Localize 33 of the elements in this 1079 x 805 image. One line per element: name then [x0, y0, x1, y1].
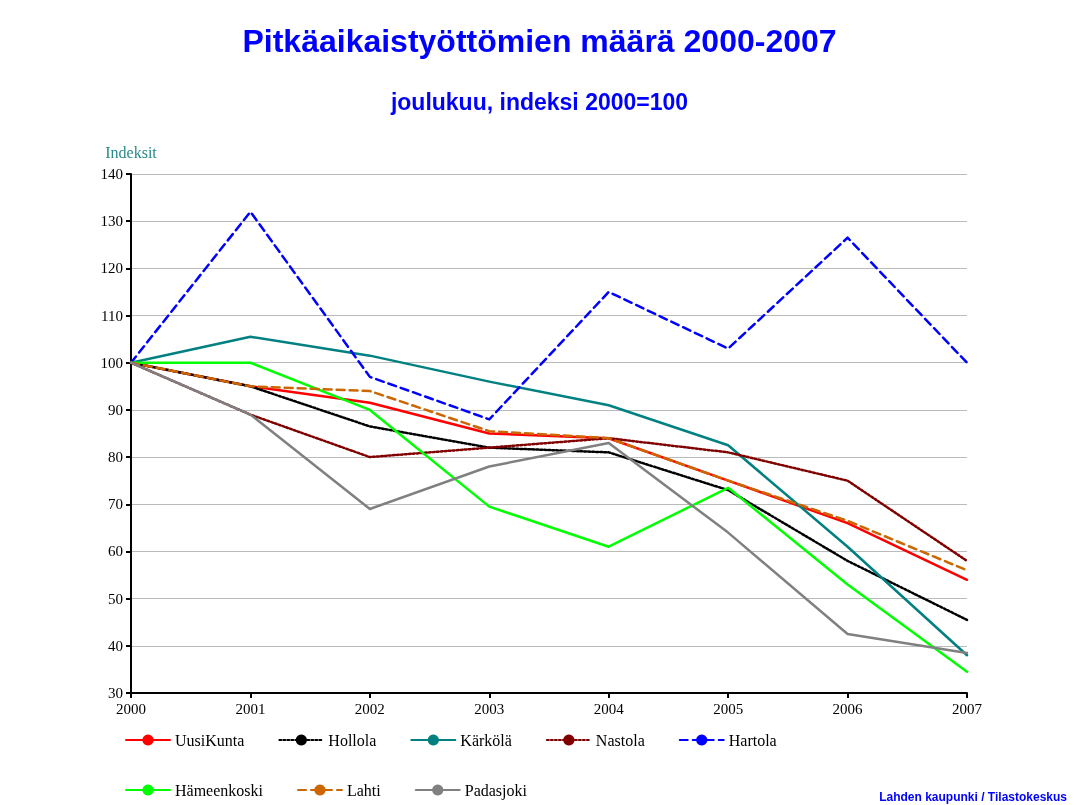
x-tick-label: 2006 [832, 700, 864, 717]
legend-label: Padasjoki [464, 781, 528, 800]
y-tick-label: 110 [101, 307, 123, 324]
y-tick-label: 90 [108, 401, 123, 418]
y-axis-title: Indeksit [105, 143, 158, 161]
chart-subtitle: joulukuu, indeksi 2000=100 [389, 88, 689, 115]
line-series [129, 210, 969, 421]
y-tick-label: 50 [108, 590, 123, 607]
legend-label: Hollola [328, 731, 377, 749]
y-tick-label: 30 [108, 685, 123, 701]
y-tick-label: 140 [100, 166, 123, 182]
y-tick-label: 60 [108, 543, 123, 560]
legend-label: Hämeenkoski [175, 781, 264, 799]
legend-label: Nastola [595, 731, 645, 749]
x-tick-label: 2007 [952, 700, 983, 717]
text: Lahden kaupunki / Tilastokeskus [879, 790, 1068, 804]
legend-label: UusiKunta [175, 731, 245, 749]
y-tick-label: 130 [100, 213, 123, 230]
y-tick-label: 100 [100, 354, 123, 371]
legend-label: Kärkölä [460, 731, 512, 749]
y-tick-label: 120 [100, 260, 123, 277]
legend-label: Hartola [728, 731, 777, 749]
y-tick-label: 40 [108, 637, 123, 654]
x-tick-label: 2000 [116, 700, 146, 717]
x-tick-label: 2001 [235, 700, 266, 717]
legend-label: Lahti [346, 781, 382, 799]
x-tick-label: 2004 [593, 700, 625, 717]
x-tick-label: 2002 [354, 700, 385, 717]
x-tick-label: 2003 [474, 700, 505, 717]
x-tick-label: 2005 [713, 700, 744, 717]
y-tick-label: 80 [108, 449, 123, 466]
y-tick-label: 70 [108, 496, 123, 513]
chart-title: Pitkäaikaistyöttömien määrä 2000-2007 [242, 23, 837, 59]
